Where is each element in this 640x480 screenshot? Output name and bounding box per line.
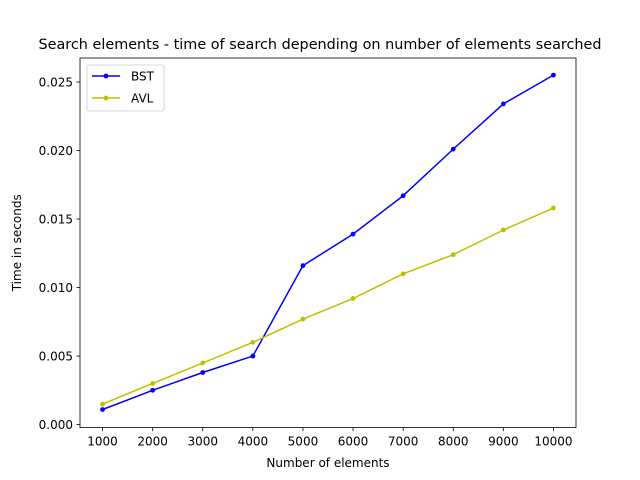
y-tick-label: 0.020 (39, 144, 73, 158)
data-point-bst (450, 146, 456, 152)
data-point-bst (500, 101, 506, 107)
x-tick-label: 10000 (534, 435, 572, 449)
y-tick-label: 0.000 (39, 418, 73, 432)
x-tick-label: 6000 (338, 435, 369, 449)
legend-marker-bst (103, 73, 109, 79)
chart-title: Search elements - time of search dependi… (38, 37, 601, 53)
x-tick-label: 4000 (238, 435, 269, 449)
data-point-bst (400, 193, 406, 199)
y-tick-label: 0.010 (39, 281, 73, 295)
data-point-avl (150, 381, 156, 386)
legend-label-bst: BST (131, 69, 155, 83)
y-tick-label: 0.005 (39, 349, 73, 363)
y-tick-label: 0.025 (39, 75, 73, 89)
legend-marker-avl (103, 95, 109, 101)
y-axis-label: Time in seconds (10, 194, 24, 292)
legend: BST AVL (86, 64, 165, 112)
data-point-avl (500, 227, 506, 233)
x-tick-label: 5000 (288, 435, 319, 449)
x-tick-label: 9000 (488, 435, 519, 449)
data-point-bst (100, 407, 105, 412)
axes-frame (79, 57, 577, 429)
data-point-avl (100, 401, 105, 407)
x-tick-label: 2000 (137, 435, 168, 449)
data-point-bst (300, 263, 306, 269)
series-line-avl (102, 207, 554, 405)
x-tick-label: 1000 (87, 435, 118, 449)
data-point-avl (250, 339, 256, 345)
data-point-avl (300, 316, 306, 322)
y-tick-label: 0.015 (39, 212, 73, 226)
data-point-avl (450, 252, 456, 258)
x-axis-label: Number of elements (266, 456, 389, 470)
data-point-avl (400, 271, 406, 277)
data-point-avl (551, 205, 556, 211)
data-point-bst (350, 231, 356, 237)
data-point-bst (250, 353, 256, 359)
series-line-bst (102, 74, 554, 411)
data-point-bst (551, 72, 556, 78)
data-point-bst (150, 387, 156, 393)
data-point-bst (200, 370, 206, 375)
x-tick-label: 3000 (187, 435, 218, 449)
data-point-avl (200, 360, 206, 366)
x-tick-label: 8000 (438, 435, 469, 449)
legend-label-avl: AVL (131, 91, 154, 105)
data-point-avl (350, 296, 356, 301)
plot-area (100, 72, 556, 412)
x-tick-label: 7000 (388, 435, 419, 449)
